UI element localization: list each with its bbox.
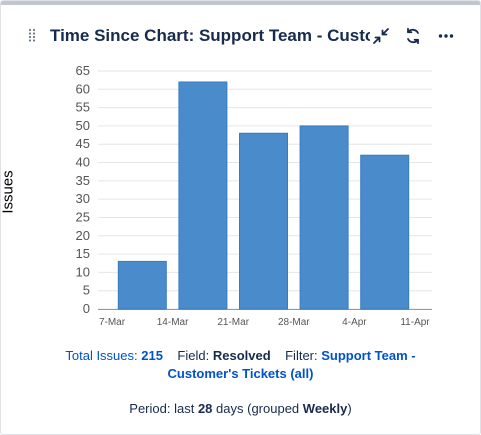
- field-label: Field:: [177, 348, 210, 363]
- period-days: 28: [197, 401, 213, 416]
- y-tick-label: 30: [76, 191, 90, 206]
- field-value: Resolved: [212, 348, 271, 363]
- filter-link-part1[interactable]: Support Team -: [321, 348, 416, 363]
- y-tick-label: 5: [83, 283, 90, 298]
- y-tick-label: 50: [76, 118, 90, 133]
- period-group: Weekly: [302, 401, 348, 416]
- more-options-button[interactable]: [435, 25, 457, 47]
- y-tick-label: 0: [83, 301, 90, 316]
- chart-bar[interactable]: [360, 154, 410, 310]
- chart-bar[interactable]: [117, 260, 167, 310]
- y-tick-label: 35: [76, 173, 90, 188]
- y-tick-label: 65: [76, 63, 90, 78]
- x-tick-label: 14-Mar: [157, 317, 189, 328]
- gadget-title: Time Since Chart: Support Team - Custo..…: [50, 26, 370, 45]
- y-tick-label: 15: [76, 246, 90, 261]
- period-text: Period: last 28 days (grouped Weekly): [1, 401, 480, 416]
- chart-svg: 0 5 10 15 20 25 30 35 40 45 50 55 60 65 7-Mar 14-Mar 21-…: [1, 63, 432, 328]
- time-since-chart: 0 5 10 15 20 25 30 35 40 45 50 55 60 65 7-Mar 14-Mar 21-…: [1, 61, 480, 333]
- y-tick-label: 60: [76, 81, 90, 96]
- total-issues-link[interactable]: 215: [141, 348, 163, 363]
- refresh-icon: [407, 27, 419, 45]
- x-tick-label: 28-Mar: [278, 317, 310, 328]
- y-tick-label: 10: [76, 264, 90, 279]
- x-tick-label: 7-Mar: [99, 317, 126, 328]
- filter-label: Filter:: [285, 348, 318, 363]
- y-tick-label: 20: [76, 228, 90, 243]
- more-icon: [438, 34, 454, 38]
- minimize-icon: [373, 28, 389, 44]
- y-tick-label: 55: [76, 100, 90, 115]
- minimize-button[interactable]: [370, 25, 392, 47]
- drag-handle-icon[interactable]: [28, 28, 36, 42]
- x-tick-label: 4-Apr: [342, 317, 367, 328]
- period-label: Period: last: [129, 401, 195, 416]
- y-tick-label: 25: [76, 209, 90, 224]
- period-mid: days (grouped: [216, 401, 300, 416]
- x-tick-label: 11-Apr: [400, 317, 430, 328]
- x-tick-label: 21-Mar: [217, 317, 249, 328]
- y-axis-label: Issues: [1, 170, 16, 213]
- chart-bar[interactable]: [299, 125, 349, 310]
- refresh-button[interactable]: [402, 25, 424, 47]
- chart-bar[interactable]: [239, 132, 288, 310]
- gadget-top-strip: [1, 1, 480, 5]
- chart-summary: Total Issues: 215 Field: Resolved Filter…: [1, 347, 480, 383]
- period-end: ): [347, 401, 352, 416]
- chart-bar[interactable]: [178, 81, 228, 310]
- y-tick-label: 40: [76, 155, 90, 170]
- total-issues-label: Total Issues:: [65, 348, 138, 363]
- y-tick-label: 45: [76, 136, 90, 151]
- filter-link-part2[interactable]: Customer's Tickets (all): [167, 366, 314, 381]
- gadget-header: Time Since Chart: Support Team - Custo..…: [1, 5, 480, 61]
